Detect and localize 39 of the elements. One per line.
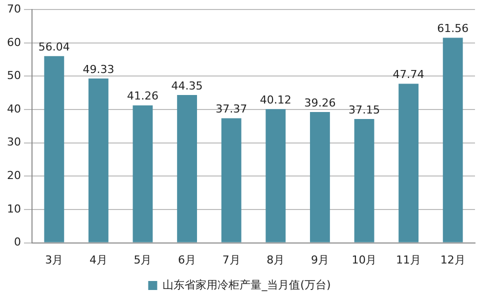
y-tick-label: 60 [6, 36, 21, 49]
bar [310, 112, 330, 242]
x-tick-label: 7月 [222, 253, 240, 266]
y-tick-label: 30 [6, 136, 21, 149]
y-tick-label: 10 [6, 202, 21, 216]
x-tick-label: 4月 [89, 253, 108, 266]
bar [354, 119, 374, 242]
data-label: 47.74 [392, 68, 424, 82]
bar [266, 109, 286, 242]
bar [442, 38, 463, 242]
data-label: 37.37 [216, 102, 248, 116]
bar [132, 105, 153, 242]
data-label: 37.15 [348, 103, 380, 116]
y-tick-label: 40 [6, 102, 21, 116]
data-label: 56.04 [38, 40, 70, 54]
y-tick-label: 50 [6, 69, 21, 82]
bar [398, 84, 419, 242]
data-label: 39.26 [304, 96, 336, 110]
x-tick-label: 5月 [134, 253, 152, 266]
bar [177, 95, 198, 242]
legend-label: 山东省家用冷柜产量_当月值(万台) [162, 278, 331, 292]
x-tick-label: 11月 [396, 253, 422, 266]
bar [44, 56, 64, 242]
x-tick-label: 6月 [178, 253, 196, 266]
x-tick-label: 8月 [266, 253, 285, 266]
bar [221, 118, 242, 242]
x-tick-label: 12月 [440, 253, 466, 266]
y-tick-label: 20 [6, 169, 21, 182]
x-tick-label: 10月 [352, 253, 377, 266]
x-tick-label: 3月 [45, 253, 64, 266]
data-label: 41.26 [127, 90, 158, 103]
x-tick-label: 9月 [310, 253, 329, 266]
data-label: 44.35 [171, 79, 203, 92]
data-label: 49.33 [82, 62, 114, 76]
data-label: 61.56 [437, 22, 469, 36]
bar [88, 78, 108, 242]
y-tick-label: 0 [14, 236, 21, 249]
data-label: 40.12 [260, 94, 292, 106]
y-tick-label: 70 [6, 2, 21, 16]
